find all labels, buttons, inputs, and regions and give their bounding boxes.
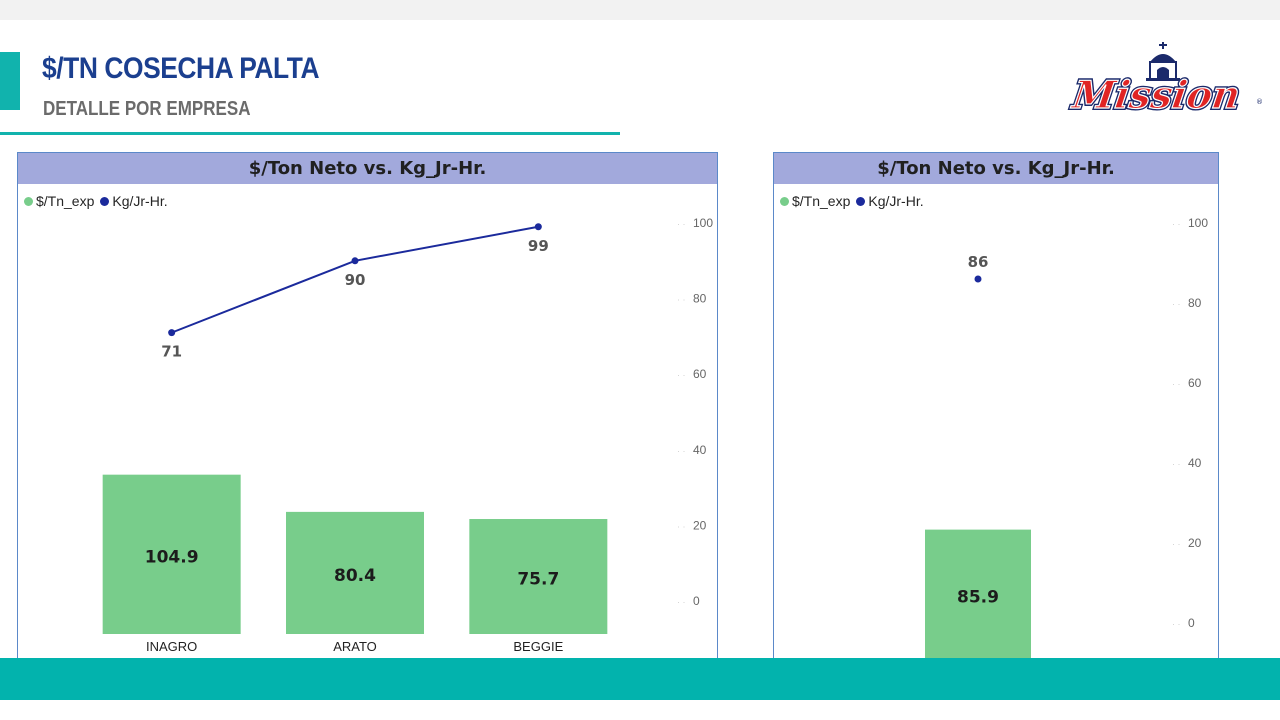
legend-dot-green-icon	[780, 196, 789, 206]
y-tick-dots: · ·	[1172, 379, 1181, 389]
y-tick-label: 100	[693, 216, 713, 230]
bar	[469, 519, 608, 634]
bar	[102, 474, 241, 634]
y-tick-label: 60	[1188, 376, 1202, 390]
y-tick-label: 80	[693, 292, 707, 306]
line-data-label: 99	[528, 237, 549, 255]
y-tick-label: 40	[693, 443, 707, 457]
line-data-label: 71	[161, 343, 182, 361]
y-tick-dots: · ·	[1172, 539, 1181, 549]
legend-label: Kg/Jr-Hr.	[112, 193, 168, 209]
line-point	[168, 329, 176, 337]
chart-legend: $/Tn_exp Kg/Jr-Hr.	[24, 193, 174, 209]
legend-item-kg-jr-hr[interactable]: Kg/Jr-Hr.	[100, 193, 168, 209]
svg-text:®: ®	[1256, 98, 1262, 106]
chart-title: $/Ton Neto vs. Kg_Jr-Hr.	[774, 153, 1218, 184]
line-point	[534, 223, 542, 231]
page-subtitle: DETALLE POR EMPRESA	[43, 98, 251, 120]
title-underline	[0, 132, 620, 135]
y-tick-label: 20	[1188, 536, 1202, 550]
y-tick-dots: · ·	[1172, 619, 1181, 629]
svg-text:Mission: Mission	[1068, 73, 1243, 118]
title-accent-bar	[0, 52, 20, 110]
legend-item-tn-exp[interactable]: $/Tn_exp	[24, 193, 94, 209]
line-data-label: 86	[968, 253, 989, 271]
y-tick-label: 0	[693, 594, 700, 608]
page-title: $/TN COSECHA PALTA	[42, 52, 320, 85]
y-tick-label: 80	[1188, 296, 1202, 310]
y-tick-label: 20	[693, 518, 707, 532]
logo-wordmark: Mission Mission	[1066, 71, 1245, 120]
legend-dot-green-icon	[24, 196, 33, 206]
y-tick-label: 0	[1188, 616, 1195, 630]
y-tick-dots: · ·	[677, 521, 686, 531]
line-data-label: 90	[345, 271, 366, 289]
combo-chart-right: · · 0 · · 20 · · 40 · · 60 · · 80 · · 100 85.9 86	[925, 216, 1208, 659]
legend-item-tn-exp[interactable]: $/Tn_exp	[780, 193, 850, 209]
y-tick-dots: · ·	[677, 219, 686, 229]
y-tick-dots: · ·	[1172, 219, 1181, 229]
line-point	[974, 275, 982, 283]
legend-label: $/Tn_exp	[36, 193, 95, 209]
bar	[925, 529, 1031, 659]
y-tick-dots: · ·	[1172, 459, 1181, 469]
y-tick-label: 100	[1188, 216, 1208, 230]
line-point	[351, 257, 359, 265]
bar-data-label: 85.9	[957, 587, 999, 607]
x-category-label: BEGGIE	[513, 639, 563, 654]
chart-panel-left: $/Ton Neto vs. Kg_Jr-Hr. $/Tn_exp Kg/Jr-…	[17, 152, 718, 664]
y-tick-dots: · ·	[677, 370, 686, 380]
y-tick-label: 60	[693, 367, 707, 381]
combo-chart-left: · · 0 · · 20 · · 40 · · 60 · · 80 · · 100 104.9 INAGR…	[102, 216, 713, 654]
legend-dot-blue-icon	[100, 196, 110, 206]
x-category-label: INAGRO	[146, 639, 197, 654]
y-tick-dots: · ·	[677, 295, 686, 305]
y-tick-dots: · ·	[677, 446, 686, 456]
bar-data-label: 75.7	[517, 570, 559, 590]
bell-tower-icon	[1146, 42, 1180, 81]
mission-logo: Mission Mission ®	[1066, 42, 1262, 120]
top-strip	[0, 0, 1280, 20]
chart-title: $/Ton Neto vs. Kg_Jr-Hr.	[18, 153, 717, 184]
x-category-label: ARATO	[333, 639, 377, 654]
bar-data-label: 80.4	[334, 566, 376, 586]
svg-text:Mission: Mission	[1068, 73, 1243, 118]
legend-label: $/Tn_exp	[792, 193, 851, 209]
chart-legend: $/Tn_exp Kg/Jr-Hr.	[780, 193, 930, 209]
y-tick-dots: · ·	[1172, 299, 1181, 309]
bar	[286, 511, 424, 634]
y-tick-dots: · ·	[677, 597, 686, 607]
legend-item-kg-jr-hr[interactable]: Kg/Jr-Hr.	[856, 193, 924, 209]
legend-dot-blue-icon	[856, 196, 866, 206]
chart-panel-right: $/Ton Neto vs. Kg_Jr-Hr. $/Tn_exp Kg/Jr-…	[773, 152, 1219, 664]
bar-data-label: 104.9	[145, 547, 199, 567]
bottom-band	[0, 658, 1280, 700]
y-tick-label: 40	[1188, 456, 1202, 470]
legend-label: Kg/Jr-Hr.	[868, 193, 924, 209]
